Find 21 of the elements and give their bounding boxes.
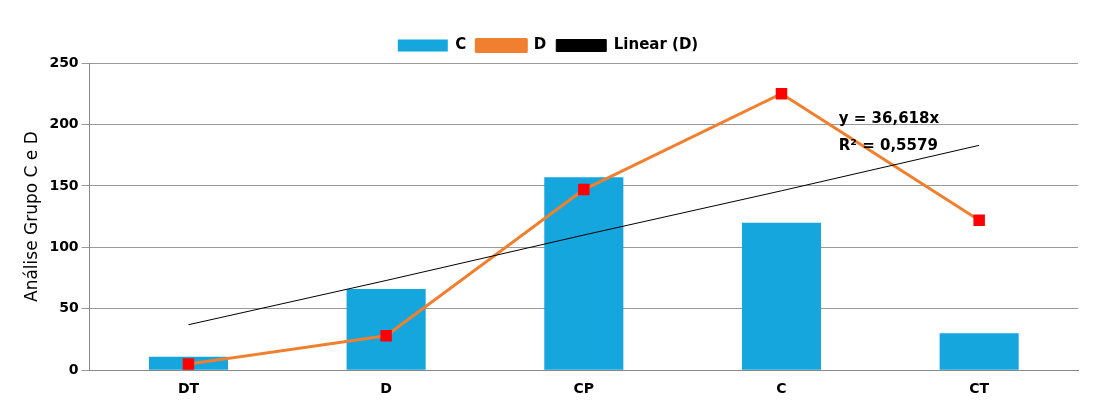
bar bbox=[741, 222, 822, 370]
x-tick-label: D bbox=[380, 380, 392, 397]
annotation: y = 36,618x bbox=[838, 109, 940, 128]
legend-label: C bbox=[455, 35, 467, 54]
legend-label: Linear (D) bbox=[613, 35, 699, 54]
y-tick-label: 0 bbox=[68, 360, 79, 377]
x-tick-label: C bbox=[776, 380, 787, 397]
bar bbox=[544, 177, 624, 370]
y-tick-label: 50 bbox=[59, 299, 79, 316]
annotation: R² = 0,5579 bbox=[838, 136, 938, 155]
x-tick-label: CT bbox=[969, 380, 990, 397]
legend-label: D bbox=[533, 35, 547, 54]
y-tick-label: 250 bbox=[49, 53, 79, 70]
y-tick-label: 200 bbox=[49, 115, 79, 132]
x-tick-label: DT bbox=[177, 380, 200, 397]
y-tick-label: 100 bbox=[49, 237, 79, 254]
bar bbox=[346, 289, 426, 370]
y-tick-label: 150 bbox=[49, 176, 79, 193]
x-tick-label: CP bbox=[573, 380, 595, 397]
y-axis-title: Análise Grupo C e D bbox=[20, 131, 41, 302]
bar bbox=[939, 333, 1019, 370]
